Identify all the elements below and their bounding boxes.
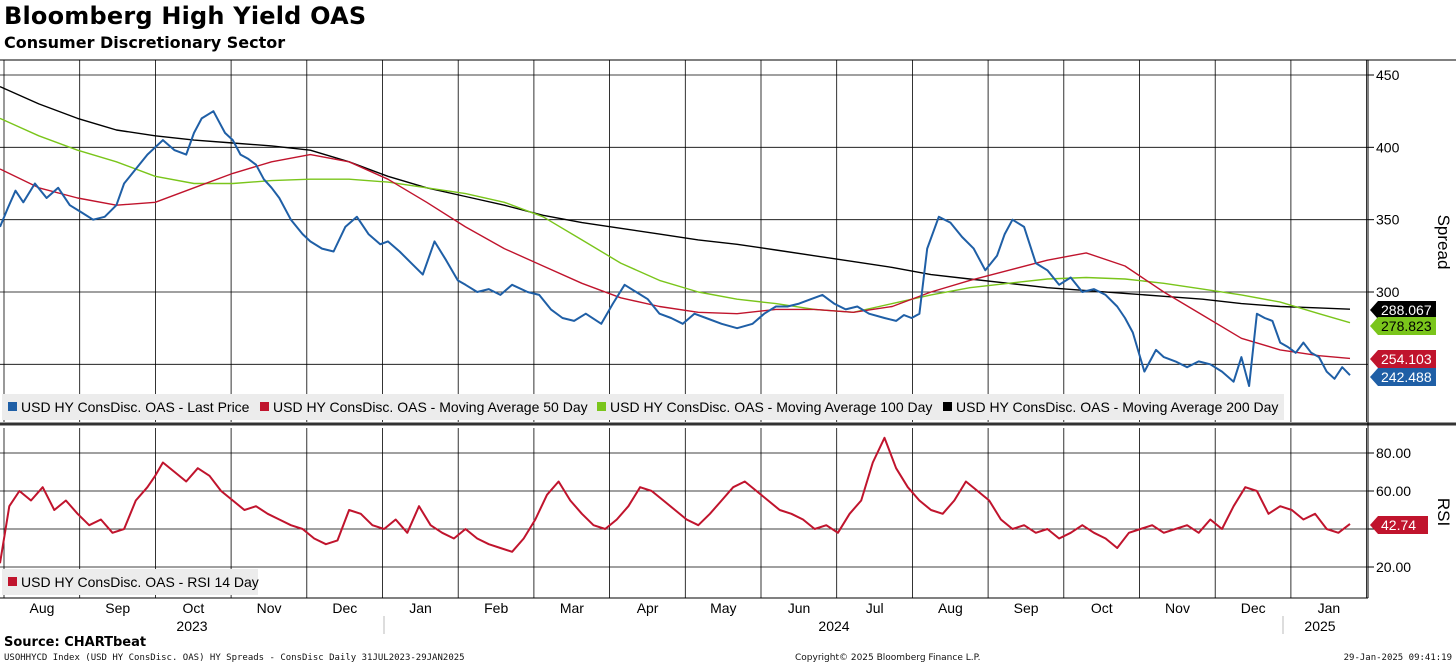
series-line-rsi <box>0 436 1351 564</box>
x-tick-label: Sep <box>1014 600 1039 616</box>
x-tick-label: Jul <box>866 600 884 616</box>
rsi-ytick-label: 80.00 <box>1376 445 1411 461</box>
x-tick-label: May <box>710 600 736 616</box>
x-tick-label: Dec <box>1241 600 1266 616</box>
rsi-legend-swatch <box>8 577 17 586</box>
legend-label: USD HY ConsDisc. OAS - Moving Average 50… <box>273 399 588 415</box>
last-value-tag <box>1370 350 1436 368</box>
x-tick-label: Feb <box>484 600 508 616</box>
copyright: Copyright© 2025 Bloomberg Finance L.P. <box>795 653 981 663</box>
price-ytick-label: 450 <box>1376 67 1400 83</box>
year-label: 2025 <box>1304 618 1335 634</box>
x-tick-label: Jan <box>409 600 432 616</box>
price-ytick-label: 350 <box>1376 212 1400 228</box>
source-note: Source: CHARTbeat <box>4 635 147 650</box>
rsi-legend-box <box>2 569 258 595</box>
rsi-last-value-label: 42.74 <box>1381 517 1416 533</box>
x-tick-label: Oct <box>183 600 205 616</box>
x-tick-label: Nov <box>257 600 282 616</box>
legend-swatch <box>260 402 269 411</box>
last-value-label: 254.103 <box>1381 351 1432 367</box>
last-value-label: 288.067 <box>1381 302 1432 318</box>
legend-swatch <box>597 402 606 411</box>
price-ytick-label: 300 <box>1376 284 1400 300</box>
timestamp: 29-Jan-2025 09:41:19 <box>1343 653 1452 663</box>
series-line-last-price <box>0 110 1351 387</box>
rsi-ytick-label: 60.00 <box>1376 483 1411 499</box>
legend-label: USD HY ConsDisc. OAS - Moving Average 20… <box>956 399 1278 415</box>
rsi-axis-title: RSI <box>1434 498 1453 526</box>
year-label: 2023 <box>176 618 207 634</box>
x-tick-label: Aug <box>30 600 55 616</box>
legend-label: USD HY ConsDisc. OAS - Last Price <box>21 399 250 415</box>
x-tick-label: Mar <box>560 600 584 616</box>
index-info: USOHHYCD Index (USD HY ConsDisc. OAS) HY… <box>4 653 465 663</box>
price-ytick-label: 400 <box>1376 139 1400 155</box>
price-axis-title: Spread <box>1434 215 1453 270</box>
series-line-ma100 <box>0 117 1351 324</box>
x-tick-label: Jan <box>1318 600 1341 616</box>
chart-subtitle: Consumer Discretionary Sector <box>4 33 286 52</box>
x-tick-label: Aug <box>938 600 963 616</box>
x-tick-label: Jun <box>788 600 811 616</box>
last-value-tag <box>1370 317 1436 335</box>
last-value-label: 242.488 <box>1381 369 1432 385</box>
rsi-legend-label: USD HY ConsDisc. OAS - RSI 14 Day <box>21 574 259 590</box>
rsi-last-value-tag <box>1370 516 1428 534</box>
rsi-ytick-label: 20.00 <box>1376 559 1411 575</box>
x-tick-label: Nov <box>1165 600 1190 616</box>
price-legend-box <box>2 394 1284 420</box>
x-tick-label: Apr <box>637 600 659 616</box>
last-value-tag <box>1370 368 1436 386</box>
last-value-label: 278.823 <box>1381 318 1432 334</box>
year-label: 2024 <box>818 618 849 634</box>
series-line-ma200 <box>0 85 1351 310</box>
legend-swatch <box>8 402 17 411</box>
x-tick-label: Sep <box>105 600 130 616</box>
legend-label: USD HY ConsDisc. OAS - Moving Average 10… <box>610 399 932 415</box>
x-tick-label: Oct <box>1091 600 1113 616</box>
x-tick-label: Dec <box>332 600 357 616</box>
last-value-tag <box>1370 301 1436 319</box>
series-line-ma50 <box>0 153 1351 360</box>
legend-swatch <box>943 402 952 411</box>
chart-title: Bloomberg High Yield OAS <box>4 2 367 30</box>
